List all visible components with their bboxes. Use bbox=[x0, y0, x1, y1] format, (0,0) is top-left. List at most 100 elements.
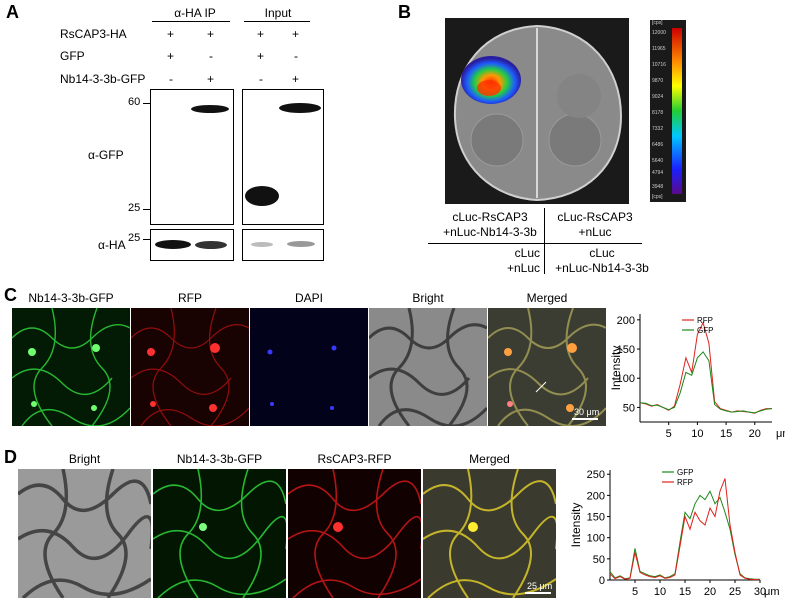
series-line-gfp bbox=[639, 351, 773, 414]
colorbar-unit-top: [cps] bbox=[652, 20, 663, 26]
y-tick-label: 100 bbox=[617, 373, 635, 385]
cell-pattern bbox=[288, 469, 421, 598]
x-unit-label: μm bbox=[764, 586, 780, 598]
colorbar-tick: 10716 bbox=[652, 62, 666, 68]
blot-input-ha bbox=[242, 229, 324, 261]
mark: - bbox=[169, 72, 173, 86]
colorbar-unit-bottom: [cps] bbox=[652, 194, 663, 200]
quadrant-bottom-right: cLuc +nLuc-Nb14-3-3b bbox=[547, 246, 657, 276]
group-input-line bbox=[244, 21, 310, 22]
mark: + bbox=[167, 27, 175, 41]
scale-bar-label: 30 μm bbox=[574, 407, 600, 417]
colorbar-tick: 7332 bbox=[652, 126, 664, 132]
colorbar-tick: 5640 bbox=[652, 158, 664, 164]
mark: - bbox=[209, 49, 213, 63]
antibody-gfp-label: α-GFP bbox=[88, 148, 124, 162]
series-line-rfp bbox=[639, 321, 772, 414]
band bbox=[191, 105, 229, 113]
blot-ip-gfp bbox=[150, 89, 234, 225]
micrograph-merged: 30 μm bbox=[488, 308, 606, 426]
y-axis-label: Intensity bbox=[570, 503, 583, 548]
mw-60-label: 60 bbox=[128, 96, 141, 108]
mark: + bbox=[207, 72, 215, 86]
colorbar-tick: 4794 bbox=[652, 170, 664, 176]
image-caption: DAPI bbox=[294, 291, 323, 305]
x-tick-label: 25 bbox=[729, 586, 741, 598]
y-tick-label: 50 bbox=[593, 554, 605, 566]
band bbox=[279, 103, 321, 113]
cell-pattern bbox=[369, 308, 487, 426]
x-tick-label: 5 bbox=[666, 428, 672, 440]
antibody-ha-label: α-HA bbox=[98, 238, 126, 252]
luciferase-leaf-image bbox=[445, 18, 629, 204]
micrograph-gfp bbox=[153, 469, 286, 598]
y-tick-label: 150 bbox=[617, 344, 635, 356]
cell-pattern bbox=[488, 308, 606, 426]
blot-ip-ha bbox=[150, 229, 234, 261]
quadrant-text: cLuc bbox=[514, 246, 540, 260]
y-axis-label: Intensity bbox=[610, 346, 623, 391]
image-caption: Merged bbox=[526, 291, 568, 305]
panel-c-label: C bbox=[4, 285, 17, 305]
colorbar-tick: 6486 bbox=[652, 142, 664, 148]
colorbar-tick: 12000 bbox=[652, 30, 666, 36]
mark: + bbox=[292, 72, 300, 86]
image-caption: RsCAP3-RFP bbox=[317, 452, 392, 466]
x-tick-label: 20 bbox=[749, 428, 761, 440]
quadrant-text: +nLuc bbox=[578, 225, 612, 239]
mark: + bbox=[292, 27, 300, 41]
band bbox=[251, 242, 273, 247]
group-ip-line bbox=[152, 21, 230, 22]
cell-pattern bbox=[153, 469, 286, 598]
y-tick-label: 0 bbox=[599, 575, 605, 587]
cell-pattern bbox=[18, 469, 151, 598]
mark: + bbox=[257, 27, 265, 41]
legend-label: RFP bbox=[697, 316, 713, 325]
group-ip-label: α-HA IP bbox=[174, 6, 216, 20]
quadrant-text: +nLuc-Nb14-3-3b bbox=[443, 225, 537, 239]
band bbox=[155, 240, 191, 249]
mw-tick bbox=[143, 209, 150, 210]
image-caption: RFP bbox=[178, 291, 202, 305]
x-tick-label: 15 bbox=[720, 428, 732, 440]
x-tick-label: 20 bbox=[704, 586, 716, 598]
quadrant-text: cLuc-RsCAP3 bbox=[452, 210, 528, 224]
row-label-rscap3-ha: RsCAP3-HA bbox=[60, 27, 127, 41]
band bbox=[195, 241, 227, 249]
panel-a-label: A bbox=[6, 2, 19, 22]
y-tick-label: 50 bbox=[623, 402, 635, 414]
micrograph-merged: 25 μm bbox=[423, 469, 556, 598]
quadrant-top-left: cLuc-RsCAP3 +nLuc-Nb14-3-3b bbox=[440, 210, 540, 240]
legend-label: GFP bbox=[697, 326, 713, 335]
nuclei-pattern bbox=[267, 345, 337, 410]
x-tick-label: 15 bbox=[679, 586, 691, 598]
blot-input-gfp bbox=[242, 89, 324, 225]
micrograph-bright bbox=[369, 308, 487, 426]
row-label-nb14-3-3b-gfp: Nb14-3-3b-GFP bbox=[60, 72, 146, 86]
image-caption: Nb14-3-3b-GFP bbox=[176, 452, 263, 466]
mark: - bbox=[294, 49, 298, 63]
panel-b-label: B bbox=[398, 2, 411, 22]
y-tick-label: 200 bbox=[587, 490, 605, 502]
luminescence-colorbar bbox=[650, 20, 686, 202]
mw-25-label: 25 bbox=[128, 232, 141, 244]
micrograph-rfp bbox=[131, 308, 249, 426]
band bbox=[245, 186, 279, 206]
scale-bar bbox=[525, 592, 551, 594]
x-tick-label: 10 bbox=[691, 428, 703, 440]
quadrant-text: cLuc-RsCAP3 bbox=[557, 210, 633, 224]
image-caption: Merged bbox=[469, 452, 510, 466]
mark: + bbox=[257, 49, 265, 63]
panel-d-label: D bbox=[4, 447, 17, 467]
cell-pattern bbox=[12, 308, 130, 426]
scale-bar-label: 25 μm bbox=[527, 581, 553, 591]
quadrant-text: +nLuc bbox=[506, 261, 540, 275]
group-input-label: Input bbox=[264, 6, 292, 20]
band bbox=[287, 241, 315, 247]
cell-pattern bbox=[423, 469, 556, 598]
series-line-rfp bbox=[609, 478, 760, 581]
colorbar-tick: 11965 bbox=[652, 46, 666, 52]
mark: + bbox=[207, 27, 215, 41]
quadrant-vline bbox=[544, 208, 545, 274]
